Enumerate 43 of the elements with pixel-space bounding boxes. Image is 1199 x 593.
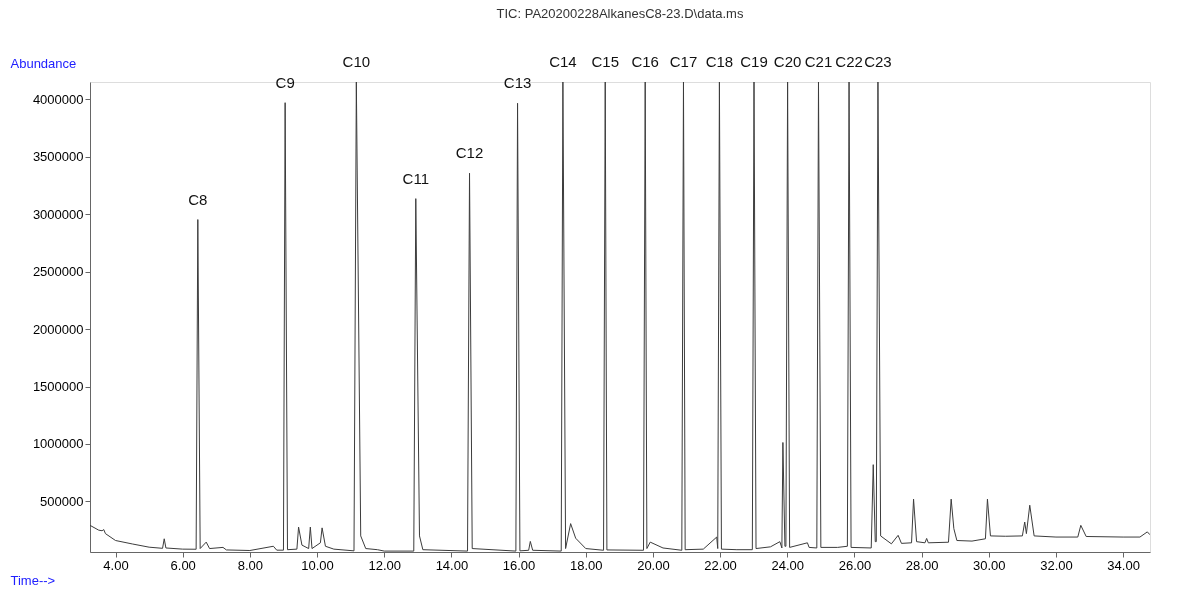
y-axis-title: Abundance [10, 55, 77, 71]
x-tick-label: 10.00 [301, 557, 334, 573]
x-axis-title: Time--> [10, 572, 56, 588]
x-tick-label: 30.00 [973, 557, 1006, 573]
x-tick-label: 22.00 [704, 557, 737, 573]
annotation: C14 [549, 53, 577, 70]
annotation: C21 [804, 53, 833, 70]
y-tick-label: 500000 [40, 493, 84, 509]
y-tick-label: 2500000 [32, 264, 84, 280]
x-tick-label: 16.00 [502, 557, 536, 573]
x-tick-label: 6.00 [170, 557, 196, 573]
annotation: C20 [773, 53, 802, 70]
x-tick-label: 12.00 [368, 557, 401, 573]
x-tick-label: 14.00 [435, 557, 469, 573]
annotation: C22 [835, 53, 863, 70]
annotation: C8 [188, 190, 208, 208]
annotation: C18 [705, 53, 734, 70]
annotation: C23 [864, 53, 892, 70]
annotation: C17 [669, 53, 698, 70]
x-tick-label: 18.00 [569, 557, 603, 573]
y-tick-label: 1500000 [32, 379, 84, 395]
y-tick-label: 3500000 [32, 149, 84, 165]
x-tick-label: 28.00 [905, 557, 939, 573]
x-tick-label: 24.00 [771, 557, 805, 573]
x-tick-label: 4.00 [103, 557, 129, 573]
annotation: C12 [455, 144, 484, 162]
x-tick-label: 26.00 [838, 557, 872, 573]
x-tick-label: 34.00 [1107, 557, 1140, 573]
annotation: C11 [402, 169, 429, 187]
annotation: C9 [275, 73, 295, 91]
y-tick-label: 4000000 [32, 91, 84, 107]
x-tick-label: 8.00 [237, 557, 264, 573]
y-tick-label: 2000000 [32, 321, 84, 337]
annotation: C10 [342, 53, 371, 70]
y-tick-label: 3000000 [32, 206, 84, 222]
y-tick-label: 1000000 [32, 436, 84, 452]
annotation: C16 [631, 53, 659, 70]
x-tick-label: 20.00 [637, 557, 670, 573]
x-tick-label: 32.00 [1040, 557, 1073, 573]
chart-title: TIC: PA20200228AlkanesC8-23.D\data.ms [496, 6, 744, 21]
annotation: C15 [591, 53, 619, 70]
annotation: C19 [740, 53, 768, 70]
annotation: C13 [503, 74, 532, 92]
